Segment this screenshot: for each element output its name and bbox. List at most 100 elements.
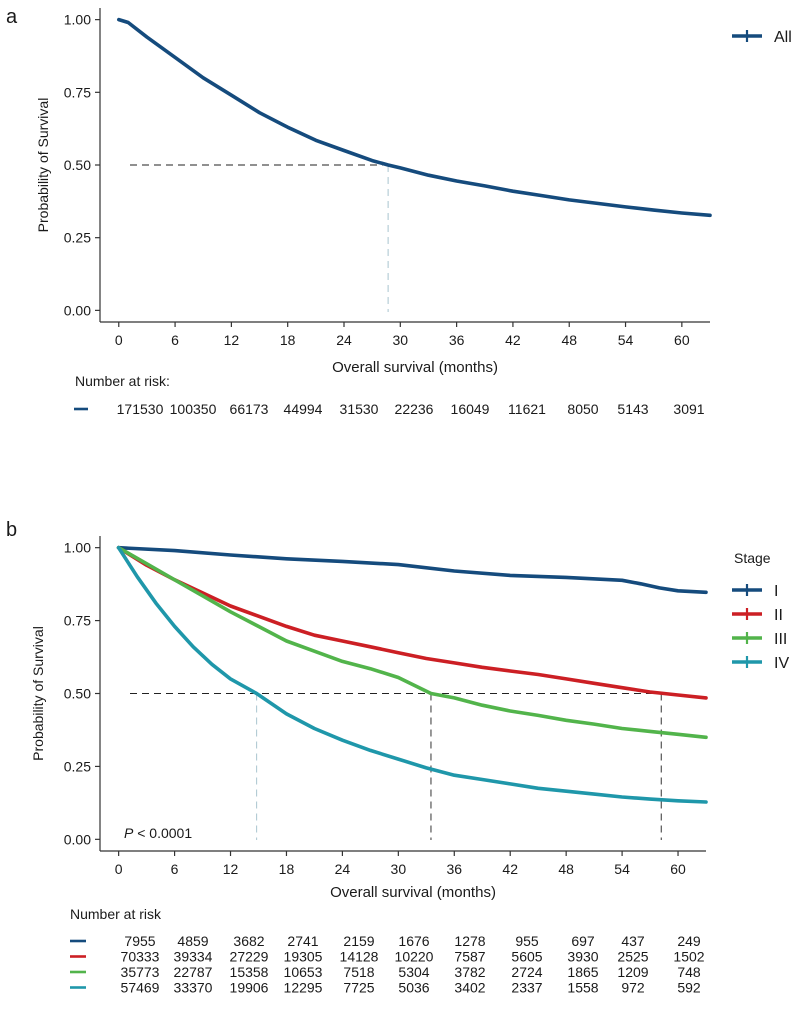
x-tick-label: 24 <box>336 332 352 348</box>
risk-table-cell: 27229 <box>230 949 269 965</box>
y-axis-label: Probability of Survival <box>35 98 51 233</box>
survival-curve-all <box>117 17 712 218</box>
risk-table-cell: 2741 <box>287 933 318 949</box>
risk-table-cell: 437 <box>621 933 645 949</box>
y-tick-label: 1.00 <box>64 12 91 28</box>
legend-label: All <box>774 29 792 46</box>
x-tick-label: 12 <box>224 332 240 348</box>
risk-table-cell: 10653 <box>284 964 323 980</box>
panel-a-chart: 0.00 0.25 0.50 0.75 1.00 0 6 12 18 24 30 36 42 48 54 60… <box>35 8 792 417</box>
x-tick-label: 6 <box>171 861 179 877</box>
risk-table-cell: 249 <box>677 933 701 949</box>
risk-table-cell: 3930 <box>567 949 598 965</box>
risk-table-cell: 39334 <box>174 949 213 965</box>
risk-table-cell: 100350 <box>170 401 217 417</box>
risk-table-cell: 66173 <box>230 401 269 417</box>
panel-b-chart: 0.00 0.25 0.50 0.75 1.00 0 6 12 18 24 30 36 42 48 54 60… <box>30 536 789 996</box>
y-tick-label: 0.75 <box>64 613 91 629</box>
risk-table-cell: 35773 <box>121 964 160 980</box>
risk-table-cell: 7955 <box>124 933 155 949</box>
legend-label: III <box>774 631 787 648</box>
y-tick-label: 0.75 <box>64 84 91 100</box>
risk-table-cell: 748 <box>677 964 701 980</box>
risk-table-cell: 11621 <box>508 401 546 417</box>
x-tick-label: 60 <box>670 861 686 877</box>
y-tick-label: 0.25 <box>64 758 91 774</box>
risk-table-cell: 1502 <box>673 949 704 965</box>
risk-table-cell: 57469 <box>121 980 160 996</box>
p-value-number: < 0.0001 <box>133 825 192 841</box>
x-axis-label: Overall survival (months) <box>330 884 496 901</box>
x-tick-label: 18 <box>280 332 296 348</box>
x-tick-label: 30 <box>393 332 409 348</box>
risk-table-cell: 4859 <box>177 933 208 949</box>
risk-table-cell: 2337 <box>511 980 542 996</box>
x-tick-label: 48 <box>558 861 574 877</box>
risk-table-cell: 972 <box>621 980 645 996</box>
x-tick-label: 54 <box>618 332 634 348</box>
y-tick-label: 0.00 <box>64 831 91 847</box>
risk-table-cell: 33370 <box>174 980 213 996</box>
x-tick-label: 54 <box>614 861 630 877</box>
x-axis-label: Overall survival (months) <box>332 359 498 376</box>
x-tick-label: 36 <box>449 332 465 348</box>
risk-table-cell: 31530 <box>340 401 379 417</box>
x-tick-label: 18 <box>279 861 295 877</box>
risk-table-cell: 1865 <box>567 964 598 980</box>
risk-table-cell: 2159 <box>343 933 374 949</box>
x-tick-label: 30 <box>391 861 407 877</box>
risk-table-cell: 3402 <box>454 980 485 996</box>
risk-table-cell: 3091 <box>673 401 704 417</box>
survival-curve-iv <box>116 545 708 804</box>
risk-table-cell: 7518 <box>343 964 374 980</box>
risk-table-cell: 70333 <box>121 949 160 965</box>
p-value-symbol: P <box>124 825 134 841</box>
risk-table-cell: 955 <box>515 933 539 949</box>
risk-table-cell: 171530 <box>117 401 164 417</box>
risk-table-cell: 19305 <box>284 949 323 965</box>
panel-label-b: b <box>6 519 17 541</box>
risk-table-cell: 5036 <box>398 980 429 996</box>
p-value-text: P < 0.0001 <box>124 825 192 841</box>
x-tick-label: 48 <box>561 332 577 348</box>
risk-table-cell: 1209 <box>617 964 648 980</box>
y-axis-label: Probability of Survival <box>30 626 46 761</box>
risk-table-cell: 16049 <box>451 401 490 417</box>
x-tick-label: 60 <box>674 332 690 348</box>
y-tick-label: 1.00 <box>64 540 91 556</box>
risk-table-cell: 5143 <box>617 401 648 417</box>
risk-table-title: Number at risk: <box>75 373 170 389</box>
risk-table-cell: 10220 <box>395 949 434 965</box>
y-tick-label: 0.25 <box>64 230 91 246</box>
risk-table-cell: 8050 <box>567 401 598 417</box>
panel-label-a: a <box>6 6 18 28</box>
survival-curve-iii <box>116 545 708 740</box>
x-tick-label: 42 <box>502 861 518 877</box>
risk-table-cell: 44994 <box>284 401 323 417</box>
y-tick-label: 0.50 <box>64 157 91 173</box>
risk-table-cell: 2724 <box>511 964 542 980</box>
risk-table-cell: 5605 <box>511 949 542 965</box>
x-tick-label: 24 <box>335 861 351 877</box>
x-tick-label: 36 <box>446 861 462 877</box>
y-tick-label: 0.00 <box>64 302 91 318</box>
risk-table-cell: 15358 <box>230 964 269 980</box>
risk-table-title: Number at risk <box>70 906 162 922</box>
legend-title: Stage <box>734 550 771 566</box>
risk-table-cell: 5304 <box>398 964 429 980</box>
legend-label: IV <box>774 655 789 672</box>
x-tick-label: 6 <box>171 332 179 348</box>
risk-table-cell: 7725 <box>343 980 374 996</box>
risk-table-cell: 2525 <box>617 949 648 965</box>
survival-curve-ii <box>116 545 708 700</box>
risk-table-cell: 14128 <box>340 949 379 965</box>
risk-table-cell: 1278 <box>454 933 485 949</box>
x-tick-label: 12 <box>223 861 239 877</box>
x-tick-label: 0 <box>115 861 123 877</box>
risk-table-cell: 1558 <box>567 980 598 996</box>
risk-table-cell: 19906 <box>230 980 269 996</box>
risk-table-cell: 3682 <box>233 933 264 949</box>
x-tick-label: 42 <box>505 332 521 348</box>
y-tick-label: 0.50 <box>64 686 91 702</box>
